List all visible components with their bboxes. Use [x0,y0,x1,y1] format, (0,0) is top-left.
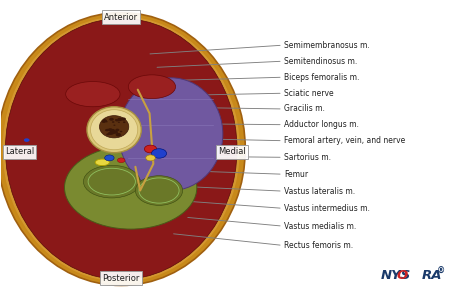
Circle shape [105,155,114,161]
Circle shape [109,129,113,132]
Text: Vastus medialis m.: Vastus medialis m. [284,222,356,231]
Circle shape [116,129,118,130]
Circle shape [109,131,114,135]
Text: Anterior: Anterior [104,13,138,21]
Text: RA: RA [421,268,442,282]
Ellipse shape [66,82,120,107]
Text: Posterior: Posterior [102,274,140,283]
Text: Semimembranosus m.: Semimembranosus m. [284,41,370,50]
Circle shape [152,149,166,158]
Circle shape [106,121,108,122]
Text: Vastus intermedius m.: Vastus intermedius m. [284,204,370,213]
Circle shape [106,129,109,131]
Circle shape [112,121,115,123]
Ellipse shape [91,110,138,150]
Circle shape [117,118,122,121]
Circle shape [108,128,112,131]
Circle shape [109,129,114,132]
Text: Femur: Femur [284,170,309,179]
Circle shape [121,117,126,121]
Circle shape [109,118,114,121]
Ellipse shape [87,107,141,153]
Text: Vastus lateralis m.: Vastus lateralis m. [284,187,356,195]
Circle shape [111,132,115,134]
Circle shape [101,120,106,123]
Text: Medial: Medial [219,148,246,156]
Text: ®: ® [437,267,445,276]
Text: Gracilis m.: Gracilis m. [284,105,325,114]
Circle shape [112,130,118,134]
Circle shape [115,132,118,133]
Circle shape [118,158,125,163]
Circle shape [115,119,119,122]
Ellipse shape [100,116,129,138]
Text: Femoral artery, vein, and nerve: Femoral artery, vein, and nerve [284,136,406,145]
Circle shape [110,129,115,131]
Circle shape [115,131,118,133]
Text: Lateral: Lateral [5,148,34,156]
Text: Sartorius m.: Sartorius m. [284,153,331,162]
Ellipse shape [128,75,175,99]
Ellipse shape [95,159,109,166]
Circle shape [24,138,29,142]
Circle shape [103,119,106,121]
Text: Adductor longus m.: Adductor longus m. [284,120,359,129]
Circle shape [145,145,156,153]
Circle shape [106,133,109,135]
Circle shape [105,129,108,131]
Circle shape [120,131,122,132]
Text: Biceps femoralis m.: Biceps femoralis m. [284,73,360,82]
Circle shape [146,155,155,161]
Circle shape [116,129,119,131]
Circle shape [115,119,117,120]
Circle shape [108,132,112,135]
Circle shape [118,122,120,123]
Text: Rectus femoris m.: Rectus femoris m. [284,241,354,250]
Ellipse shape [64,146,197,229]
Ellipse shape [136,176,182,205]
Circle shape [123,121,126,123]
Ellipse shape [119,78,223,190]
Circle shape [103,119,107,122]
Ellipse shape [0,13,245,285]
Ellipse shape [2,16,240,282]
Text: Sciatic nerve: Sciatic nerve [284,89,334,98]
Text: Semitendinosus m.: Semitendinosus m. [284,57,357,66]
Circle shape [116,133,121,136]
Circle shape [113,125,116,126]
Ellipse shape [83,165,140,198]
Text: NYS: NYS [381,268,411,282]
Ellipse shape [5,18,237,280]
Text: O: O [397,268,408,282]
